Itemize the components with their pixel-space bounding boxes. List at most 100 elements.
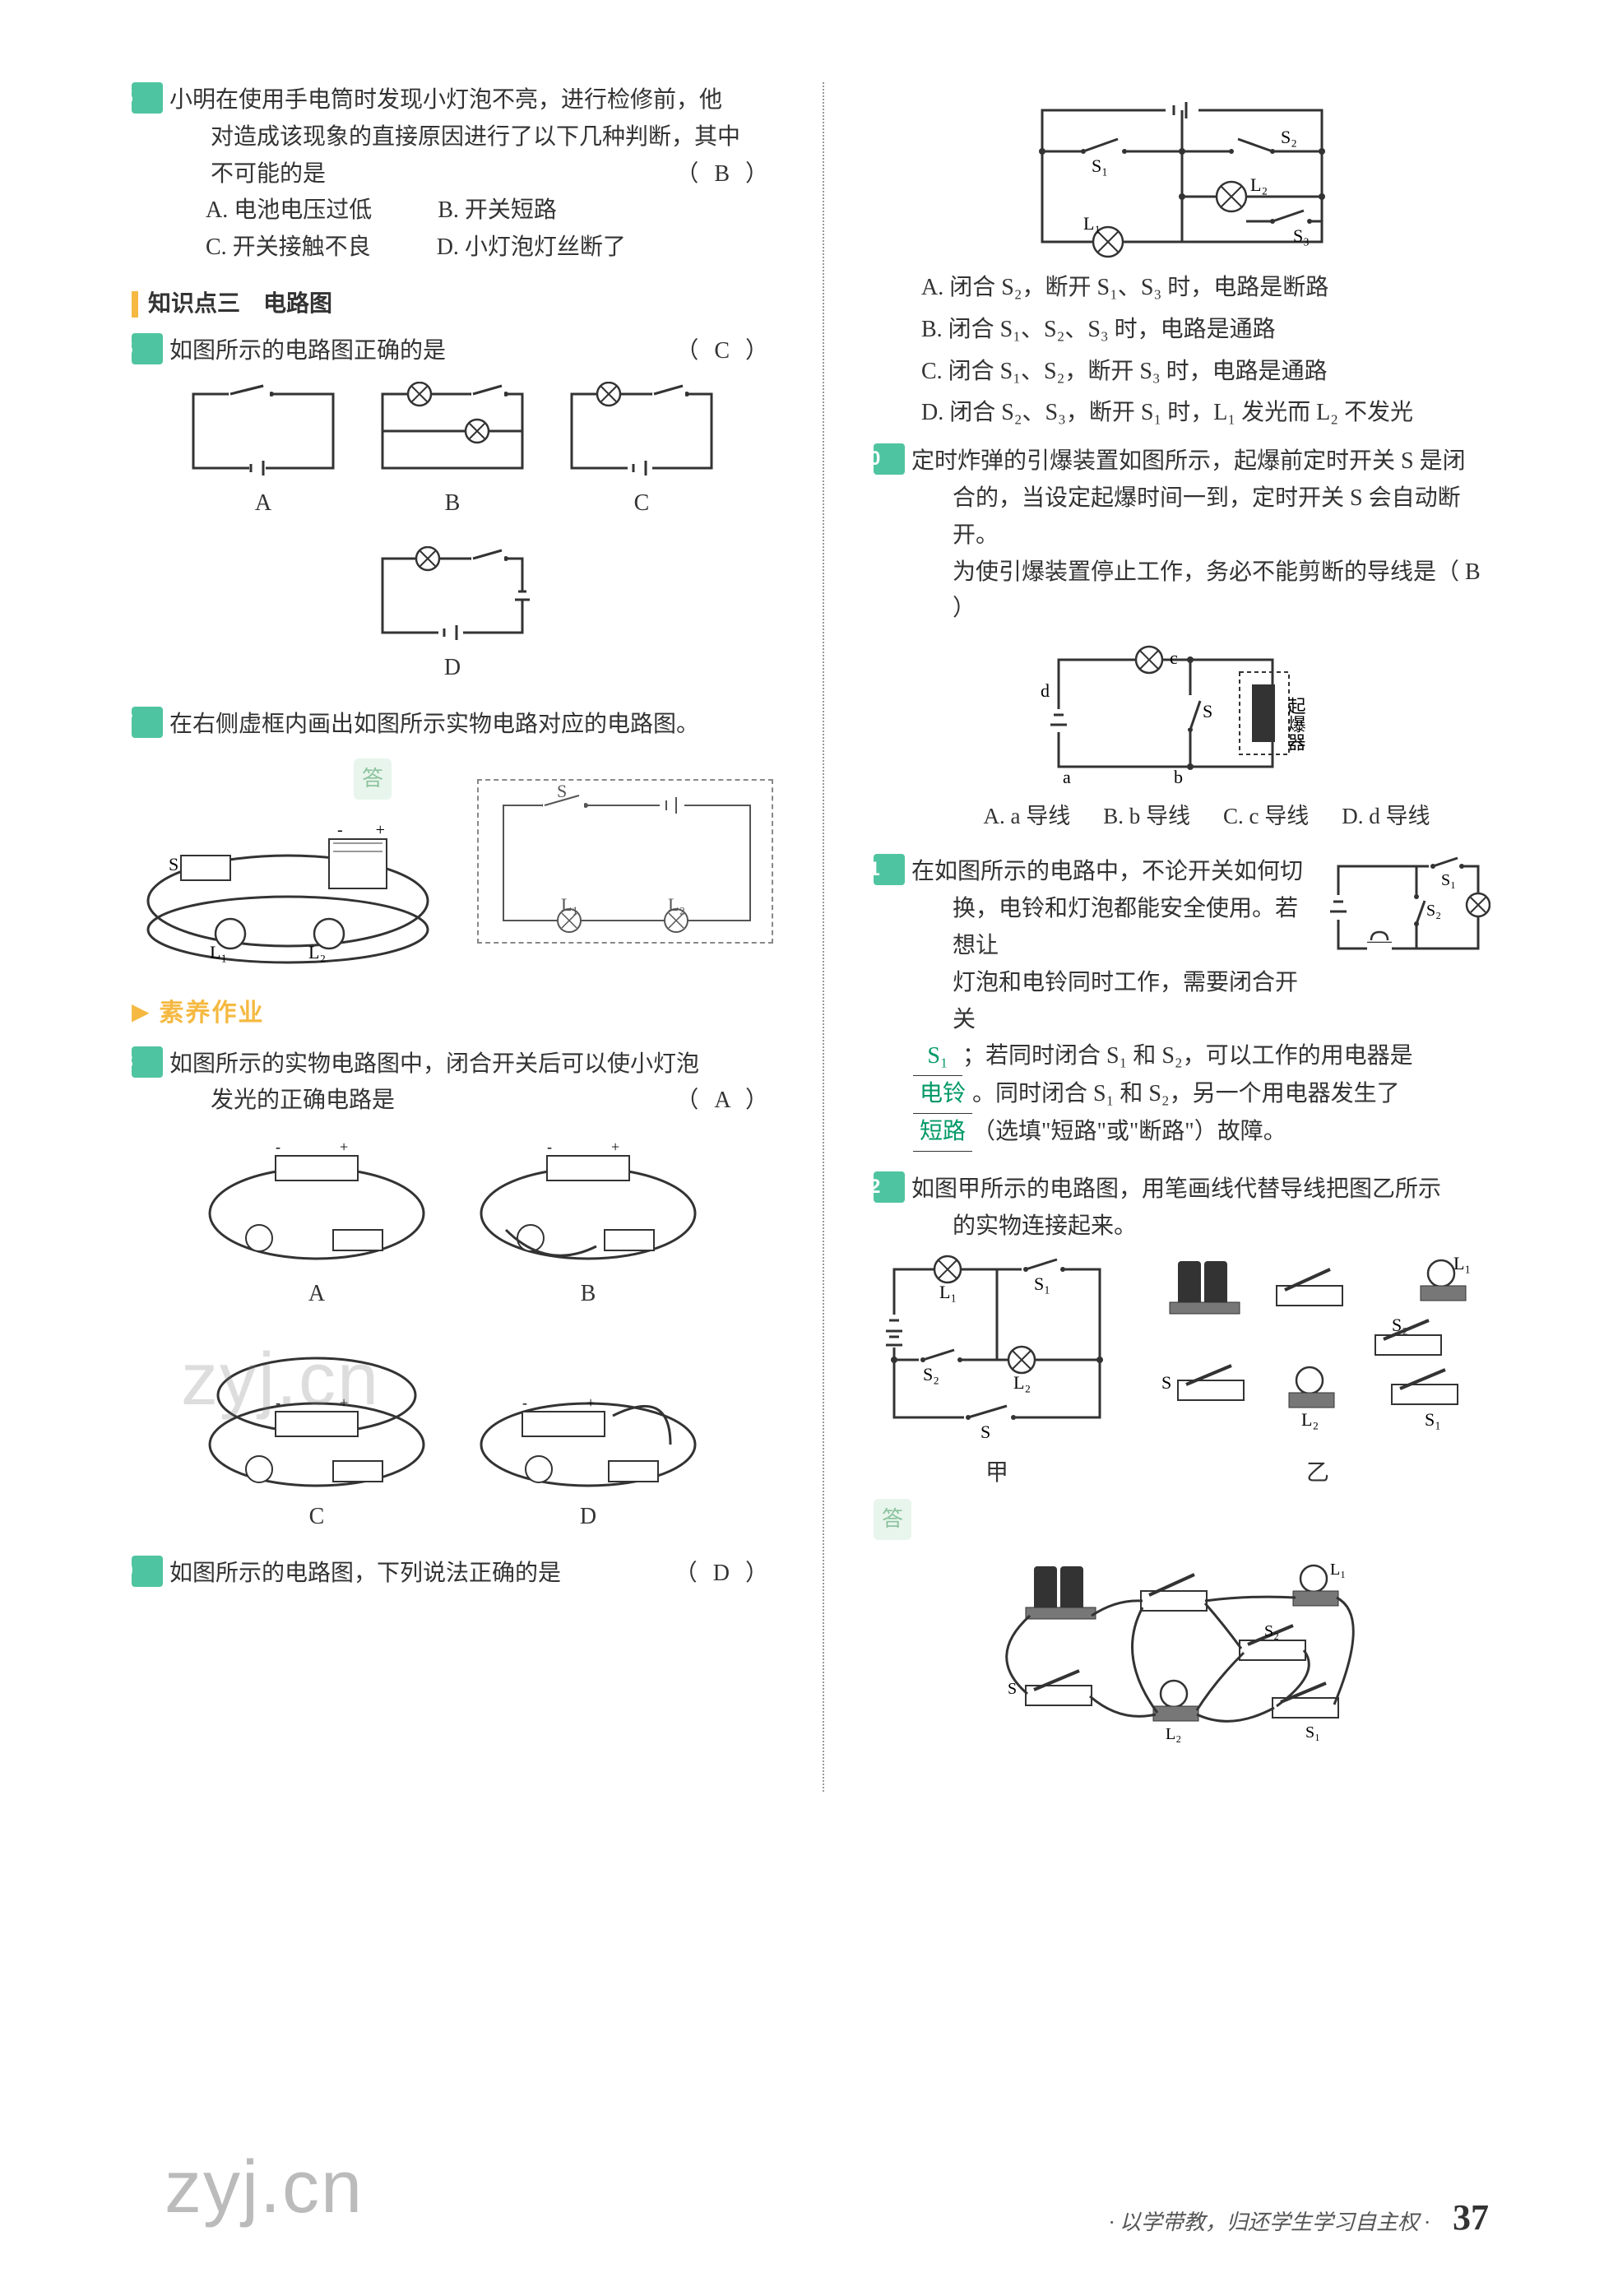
q10-optB: B. b 导线 bbox=[1103, 799, 1190, 834]
svg-text:L₂: L₂ bbox=[308, 942, 326, 962]
q12-answer-diagram: L₁ S₂ S L₂ S₁ bbox=[874, 1558, 1490, 1772]
suyang-label: 素养作业 bbox=[160, 994, 265, 1033]
svg-text:S₁: S₁ bbox=[1092, 155, 1108, 176]
svg-text:S: S bbox=[980, 1422, 990, 1442]
q9-circuit: S₁ S₂ L₂ bbox=[874, 94, 1490, 258]
q9-optB: B. 闭合 S₁、S₂、S₃ 时，电路是通路 bbox=[921, 312, 1490, 349]
svg-text:S: S bbox=[1161, 1372, 1171, 1393]
right-column: S₁ S₂ L₂ bbox=[874, 82, 1490, 1792]
q5-optC: C. 开关接触不良 bbox=[206, 230, 371, 267]
q6-answer: （ C ） bbox=[715, 333, 773, 370]
svg-text:L₁: L₁ bbox=[1330, 1561, 1346, 1579]
q5-line1: 小明在使用手电筒时发现小灯泡不亮，进行检修前，他 bbox=[169, 87, 722, 113]
qnum-7: 7 bbox=[132, 707, 163, 738]
svg-text:L₁: L₁ bbox=[210, 942, 227, 962]
svg-text:- +: - + bbox=[276, 1139, 348, 1155]
q6-diagrams: A B bbox=[132, 382, 773, 688]
page-footer: · 以学带教，归还学生学习自主权 · 37 bbox=[1109, 2189, 1489, 2247]
svg-text:- +: - + bbox=[522, 1394, 595, 1411]
q9-answer: （ D ） bbox=[714, 1556, 773, 1593]
q11-circuit: S₁ S₂ bbox=[1326, 854, 1490, 961]
footer-motto: · 以学带教，归还学生学习自主权 · bbox=[1109, 2206, 1430, 2240]
qnum-12: 12 bbox=[874, 1171, 905, 1203]
q9-optD: D. 闭合 S₂、S₃，断开 S₁ 时，L₁ 发光而 L₂ 不发光 bbox=[921, 395, 1490, 432]
svg-text:L₂: L₂ bbox=[1013, 1372, 1031, 1393]
q7-text: 在右侧虚框内画出如图所示实物电路对应的电路图。 bbox=[169, 712, 699, 737]
kp3-prefix: 知识点三 bbox=[148, 291, 240, 317]
circuit-8A: - + bbox=[193, 1131, 440, 1271]
answer-badge-12: 答 bbox=[874, 1499, 911, 1540]
question-12: 12如图甲所示的电路图，用笔画线代替导线把图乙所示 的实物连接起来。 L₁ bbox=[874, 1171, 1490, 1772]
q10-circuit: c d a S b bbox=[874, 639, 1490, 787]
circuit-6D bbox=[370, 546, 535, 645]
q8-labelB: B bbox=[581, 1276, 596, 1313]
q8-labelC: C bbox=[309, 1499, 325, 1536]
question-5: 5小明在使用手电筒时发现小灯泡不亮，进行检修前，他 对造成该现象的直接原因进行了… bbox=[132, 82, 773, 267]
q8-line2: 发光的正确电路是 bbox=[211, 1088, 395, 1113]
q8-labelD: D bbox=[580, 1499, 596, 1536]
question-6: 6如图所示的电路图正确的是 （ C ） bbox=[132, 333, 773, 687]
svg-text:S: S bbox=[557, 781, 567, 801]
q11-line1: 在如图所示的电路中，不论开关如何切 bbox=[911, 859, 1303, 884]
circuit-6C bbox=[559, 382, 724, 480]
svg-text:S₂: S₂ bbox=[1426, 902, 1441, 920]
svg-text:b: b bbox=[1174, 767, 1183, 787]
question-7: 7在右侧虚框内画出如图所示实物电路对应的电路图。 答 S - + L₁ bbox=[132, 707, 773, 970]
svg-text:S₁: S₁ bbox=[1425, 1409, 1441, 1430]
q6-labelD: D bbox=[444, 650, 461, 687]
svg-text:L₂: L₂ bbox=[1166, 1725, 1181, 1743]
q10-optD: D. d 导线 bbox=[1342, 799, 1430, 834]
qnum-5: 5 bbox=[132, 82, 163, 114]
q6-labelB: B bbox=[445, 485, 461, 522]
svg-text:L₁: L₁ bbox=[1453, 1253, 1471, 1273]
svg-text:c: c bbox=[1170, 647, 1178, 668]
svg-text:L₁: L₁ bbox=[1083, 213, 1101, 234]
q12-line1: 如图甲所示的电路图，用笔画线代替导线把图乙所示 bbox=[911, 1176, 1441, 1202]
q8-labelA: A bbox=[308, 1276, 325, 1313]
q11-line2: 换，电铃和灯泡都能安全使用。若想让 bbox=[913, 891, 1313, 965]
qnum-9: 9 bbox=[132, 1556, 163, 1587]
q8-line1: 如图所示的实物电路图中，闭合开关后可以使小灯泡 bbox=[169, 1051, 699, 1077]
svg-text:- +: - + bbox=[276, 1394, 348, 1411]
q7-physical-circuit: 答 S - + L₁ L₂ bbox=[140, 752, 444, 971]
question-11: 11在如图所示的电路中，不论开关如何切 换，电铃和灯泡都能安全使用。若想让 灯泡… bbox=[874, 854, 1490, 1151]
q6-labelC: C bbox=[634, 485, 650, 522]
watermark-bottom: zyj.cn bbox=[165, 2128, 364, 2247]
q11-blank2: 电铃 bbox=[913, 1076, 972, 1114]
page-number: 37 bbox=[1453, 2189, 1489, 2247]
qnum-11: 11 bbox=[874, 854, 905, 885]
left-column: 5小明在使用手电筒时发现小灯泡不亮，进行检修前，他 对造成该现象的直接原因进行了… bbox=[132, 82, 773, 1792]
svg-text:S: S bbox=[1203, 701, 1212, 721]
svg-text:a: a bbox=[1063, 767, 1071, 787]
q5-line3: 不可能的是 bbox=[211, 161, 326, 187]
q8-answer: （ A ） bbox=[675, 1083, 773, 1120]
q12-label-jia: 甲 bbox=[874, 1455, 1120, 1492]
page-container: 5小明在使用手电筒时发现小灯泡不亮，进行检修前，他 对造成该现象的直接原因进行了… bbox=[0, 0, 1604, 1841]
q9-optA: A. 闭合 S₂，断开 S₁、S₃ 时，电路是断路 bbox=[921, 270, 1490, 307]
q11-l5: 。同时闭合 S₁ 和 S₂，另一个用电器发生了 bbox=[972, 1081, 1400, 1106]
circuit-8B: - + bbox=[465, 1131, 712, 1271]
q6-text: 如图所示的电路图正确的是 bbox=[169, 338, 446, 364]
svg-text:L₁: L₁ bbox=[561, 894, 578, 915]
q10-line1: 定时炸弹的引爆装置如图所示，起爆前定时开关 S 是闭 bbox=[911, 448, 1466, 474]
column-divider bbox=[823, 82, 824, 1792]
svg-text:- +: - + bbox=[337, 821, 385, 839]
qnum-6: 6 bbox=[132, 333, 163, 364]
q10-line3: 为使引爆装置停止工作，务必不能剪断的导线是（ B ） bbox=[913, 554, 1490, 629]
q11-line3: 灯泡和电铃同时工作，需要闭合开关 bbox=[913, 965, 1313, 1039]
svg-text:S: S bbox=[169, 854, 178, 874]
svg-text:S₂: S₂ bbox=[1281, 127, 1297, 147]
q5-optD: D. 小灯泡灯丝断了 bbox=[437, 230, 626, 267]
svg-text:L₂: L₂ bbox=[1250, 174, 1268, 195]
circuit-6B bbox=[370, 382, 535, 480]
qnum-8: 8 bbox=[132, 1046, 163, 1078]
q8-diagrams: - + A - + B bbox=[132, 1131, 773, 1536]
q10-optC: C. c 导线 bbox=[1223, 799, 1309, 834]
svg-text:S₂: S₂ bbox=[923, 1364, 939, 1385]
question-10: 10定时炸弹的引爆装置如图所示，起爆前定时开关 S 是闭 合的，当设定起爆时间一… bbox=[874, 443, 1490, 834]
arrow-icon: ▶ bbox=[132, 995, 150, 1032]
q9-text: 如图所示的电路图，下列说法正确的是 bbox=[169, 1561, 561, 1586]
svg-text:L₂: L₂ bbox=[1301, 1409, 1319, 1430]
q12-physical-yi: L₁ S₂ S L₂ bbox=[1145, 1253, 1490, 1492]
q5-line2: 对造成该现象的直接原因进行了以下几种判断，其中 bbox=[171, 119, 773, 156]
